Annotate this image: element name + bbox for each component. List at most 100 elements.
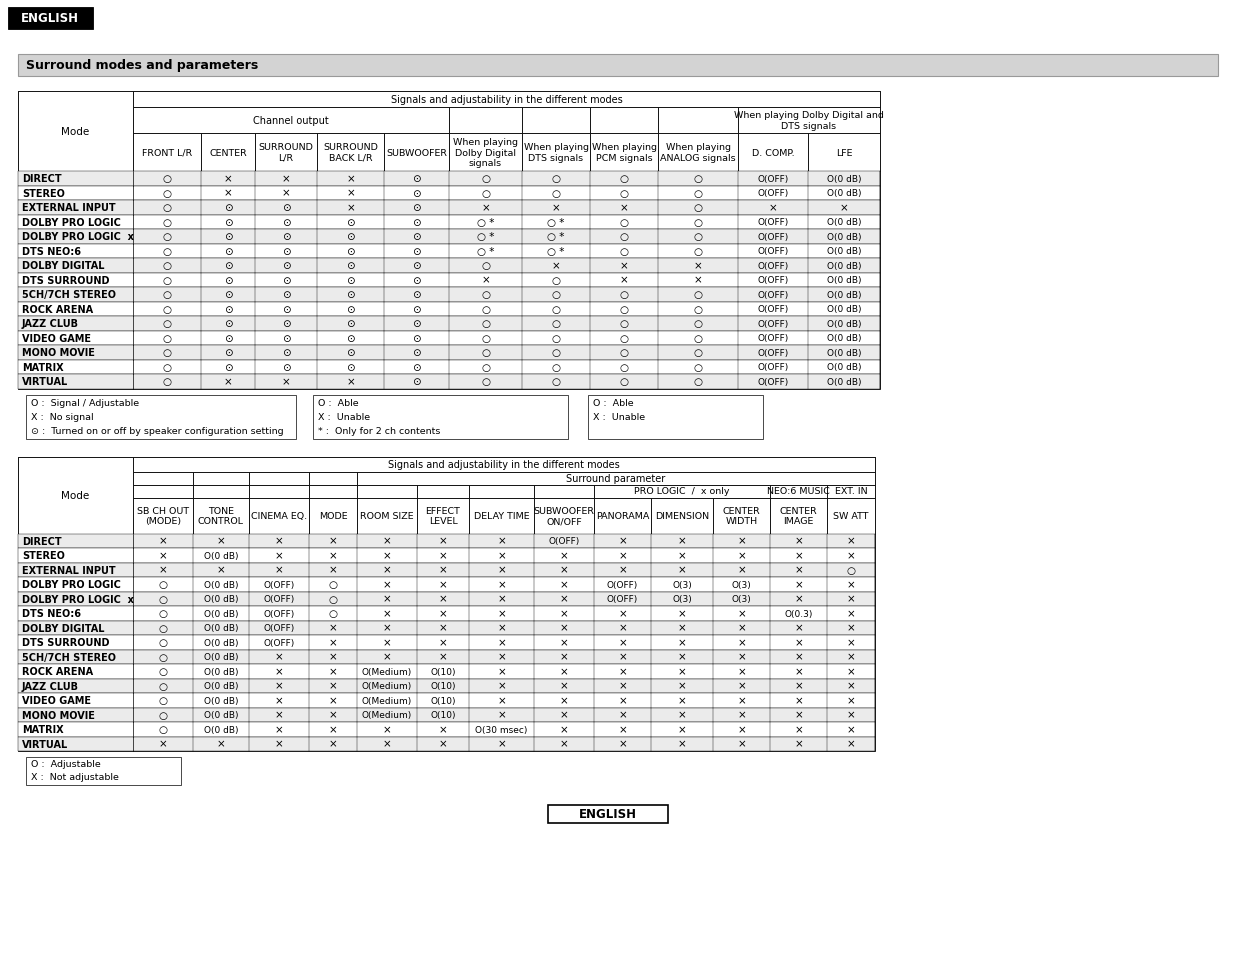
Text: ×: × xyxy=(329,652,337,662)
Text: ×: × xyxy=(559,565,568,576)
Text: ×: × xyxy=(794,681,803,691)
Bar xyxy=(450,108,522,133)
Text: ×: × xyxy=(559,579,568,590)
Text: ×: × xyxy=(847,638,856,648)
Text: ○: ○ xyxy=(552,275,561,286)
Text: ×: × xyxy=(694,275,703,286)
Bar xyxy=(249,472,309,485)
Text: X :  Unable: X : Unable xyxy=(317,413,370,421)
Text: ×: × xyxy=(619,696,627,705)
Text: CENTER
WIDTH: CENTER WIDTH xyxy=(722,506,761,526)
Bar xyxy=(249,498,309,534)
Bar xyxy=(450,133,522,172)
Text: O :  Adjustable: O : Adjustable xyxy=(31,760,101,769)
Text: ⊙: ⊙ xyxy=(224,261,232,271)
Text: ×: × xyxy=(794,594,803,604)
Text: ×: × xyxy=(438,623,447,633)
Text: DOLBY PRO LOGIC  x: DOLBY PRO LOGIC x xyxy=(22,594,133,604)
Bar xyxy=(19,302,881,316)
Text: ×: × xyxy=(559,739,568,749)
Text: O(0 dB): O(0 dB) xyxy=(826,377,861,386)
Text: ○: ○ xyxy=(552,376,561,387)
Bar xyxy=(594,498,651,534)
Bar xyxy=(713,498,769,534)
Text: ○: ○ xyxy=(694,319,703,329)
Text: O(0 dB): O(0 dB) xyxy=(204,711,238,720)
Text: ×: × xyxy=(482,203,490,213)
Bar xyxy=(658,108,739,133)
Text: O(Medium): O(Medium) xyxy=(362,681,412,691)
Text: ○: ○ xyxy=(620,290,629,300)
Text: ×: × xyxy=(619,710,627,720)
Text: ×: × xyxy=(737,565,746,576)
Bar xyxy=(309,498,357,534)
Text: ⊙: ⊙ xyxy=(346,304,354,314)
Text: ○: ○ xyxy=(846,565,856,576)
Text: ○: ○ xyxy=(480,174,490,184)
Text: ⊙: ⊙ xyxy=(224,362,232,373)
Text: ×: × xyxy=(383,565,391,576)
Bar xyxy=(19,457,133,534)
Text: ×: × xyxy=(498,638,506,648)
Text: ×: × xyxy=(329,739,337,749)
Text: ⊙: ⊙ xyxy=(224,247,232,256)
Text: ×: × xyxy=(619,551,627,560)
Text: SB CH OUT
(MODE): SB CH OUT (MODE) xyxy=(137,506,189,526)
Text: ×: × xyxy=(794,696,803,705)
Text: Signals and adjustability in the different modes: Signals and adjustability in the differe… xyxy=(388,459,620,470)
Bar xyxy=(417,498,469,534)
Text: ○: ○ xyxy=(163,304,172,314)
Text: O(0 dB): O(0 dB) xyxy=(826,349,861,357)
Text: O(0 dB): O(0 dB) xyxy=(826,247,861,256)
Text: EXT. IN: EXT. IN xyxy=(835,487,867,496)
Text: ×: × xyxy=(737,551,746,560)
Text: ×: × xyxy=(274,537,283,546)
Text: ×: × xyxy=(619,537,627,546)
Text: ×: × xyxy=(274,696,283,705)
Text: O(OFF): O(OFF) xyxy=(757,291,789,299)
Text: O(3): O(3) xyxy=(731,580,751,589)
Text: ○: ○ xyxy=(480,290,490,300)
Bar xyxy=(534,498,594,534)
Text: When playing
PCM signals: When playing PCM signals xyxy=(592,143,657,163)
Bar xyxy=(588,395,763,439)
Text: ×: × xyxy=(559,551,568,560)
Text: O(OFF): O(OFF) xyxy=(263,580,295,589)
Text: ×: × xyxy=(498,652,506,662)
Text: ×: × xyxy=(737,666,746,677)
Text: O(0 dB): O(0 dB) xyxy=(204,551,238,560)
Text: ×: × xyxy=(274,652,283,662)
Text: ○: ○ xyxy=(158,652,168,662)
Text: O(10): O(10) xyxy=(430,667,456,676)
Bar xyxy=(19,215,881,230)
Text: ○: ○ xyxy=(620,247,629,256)
Text: O(3): O(3) xyxy=(731,595,751,603)
Bar xyxy=(19,316,881,331)
Text: Signals and adjustability in the different modes: Signals and adjustability in the differe… xyxy=(390,95,622,105)
Text: ○: ○ xyxy=(480,189,490,198)
Text: ×: × xyxy=(794,565,803,576)
Text: ×: × xyxy=(619,739,627,749)
Text: ○ *: ○ * xyxy=(547,232,564,242)
Text: ○: ○ xyxy=(163,275,172,286)
Text: ×: × xyxy=(737,710,746,720)
Text: O(0 dB): O(0 dB) xyxy=(826,319,861,329)
Text: ⊙: ⊙ xyxy=(412,319,421,329)
Text: ⊙: ⊙ xyxy=(282,362,290,373)
Text: NEO:6 MUSIC: NEO:6 MUSIC xyxy=(767,487,830,496)
Text: O :  Able: O : Able xyxy=(593,398,634,408)
Text: ⊙: ⊙ xyxy=(412,376,421,387)
Text: ⊙: ⊙ xyxy=(412,275,421,286)
Text: ×: × xyxy=(678,739,687,749)
Bar xyxy=(522,108,590,133)
Text: ○: ○ xyxy=(694,217,703,228)
Text: MONO MOVIE: MONO MOVIE xyxy=(22,348,95,358)
Text: O(0 dB): O(0 dB) xyxy=(204,623,238,633)
Text: ○: ○ xyxy=(552,189,561,198)
Text: ○: ○ xyxy=(158,638,168,648)
Text: ⊙: ⊙ xyxy=(412,203,421,213)
Text: ×: × xyxy=(768,203,777,213)
Text: ×: × xyxy=(158,565,168,576)
Text: O(30 msec): O(30 msec) xyxy=(475,725,527,734)
Text: ○ *: ○ * xyxy=(477,232,494,242)
